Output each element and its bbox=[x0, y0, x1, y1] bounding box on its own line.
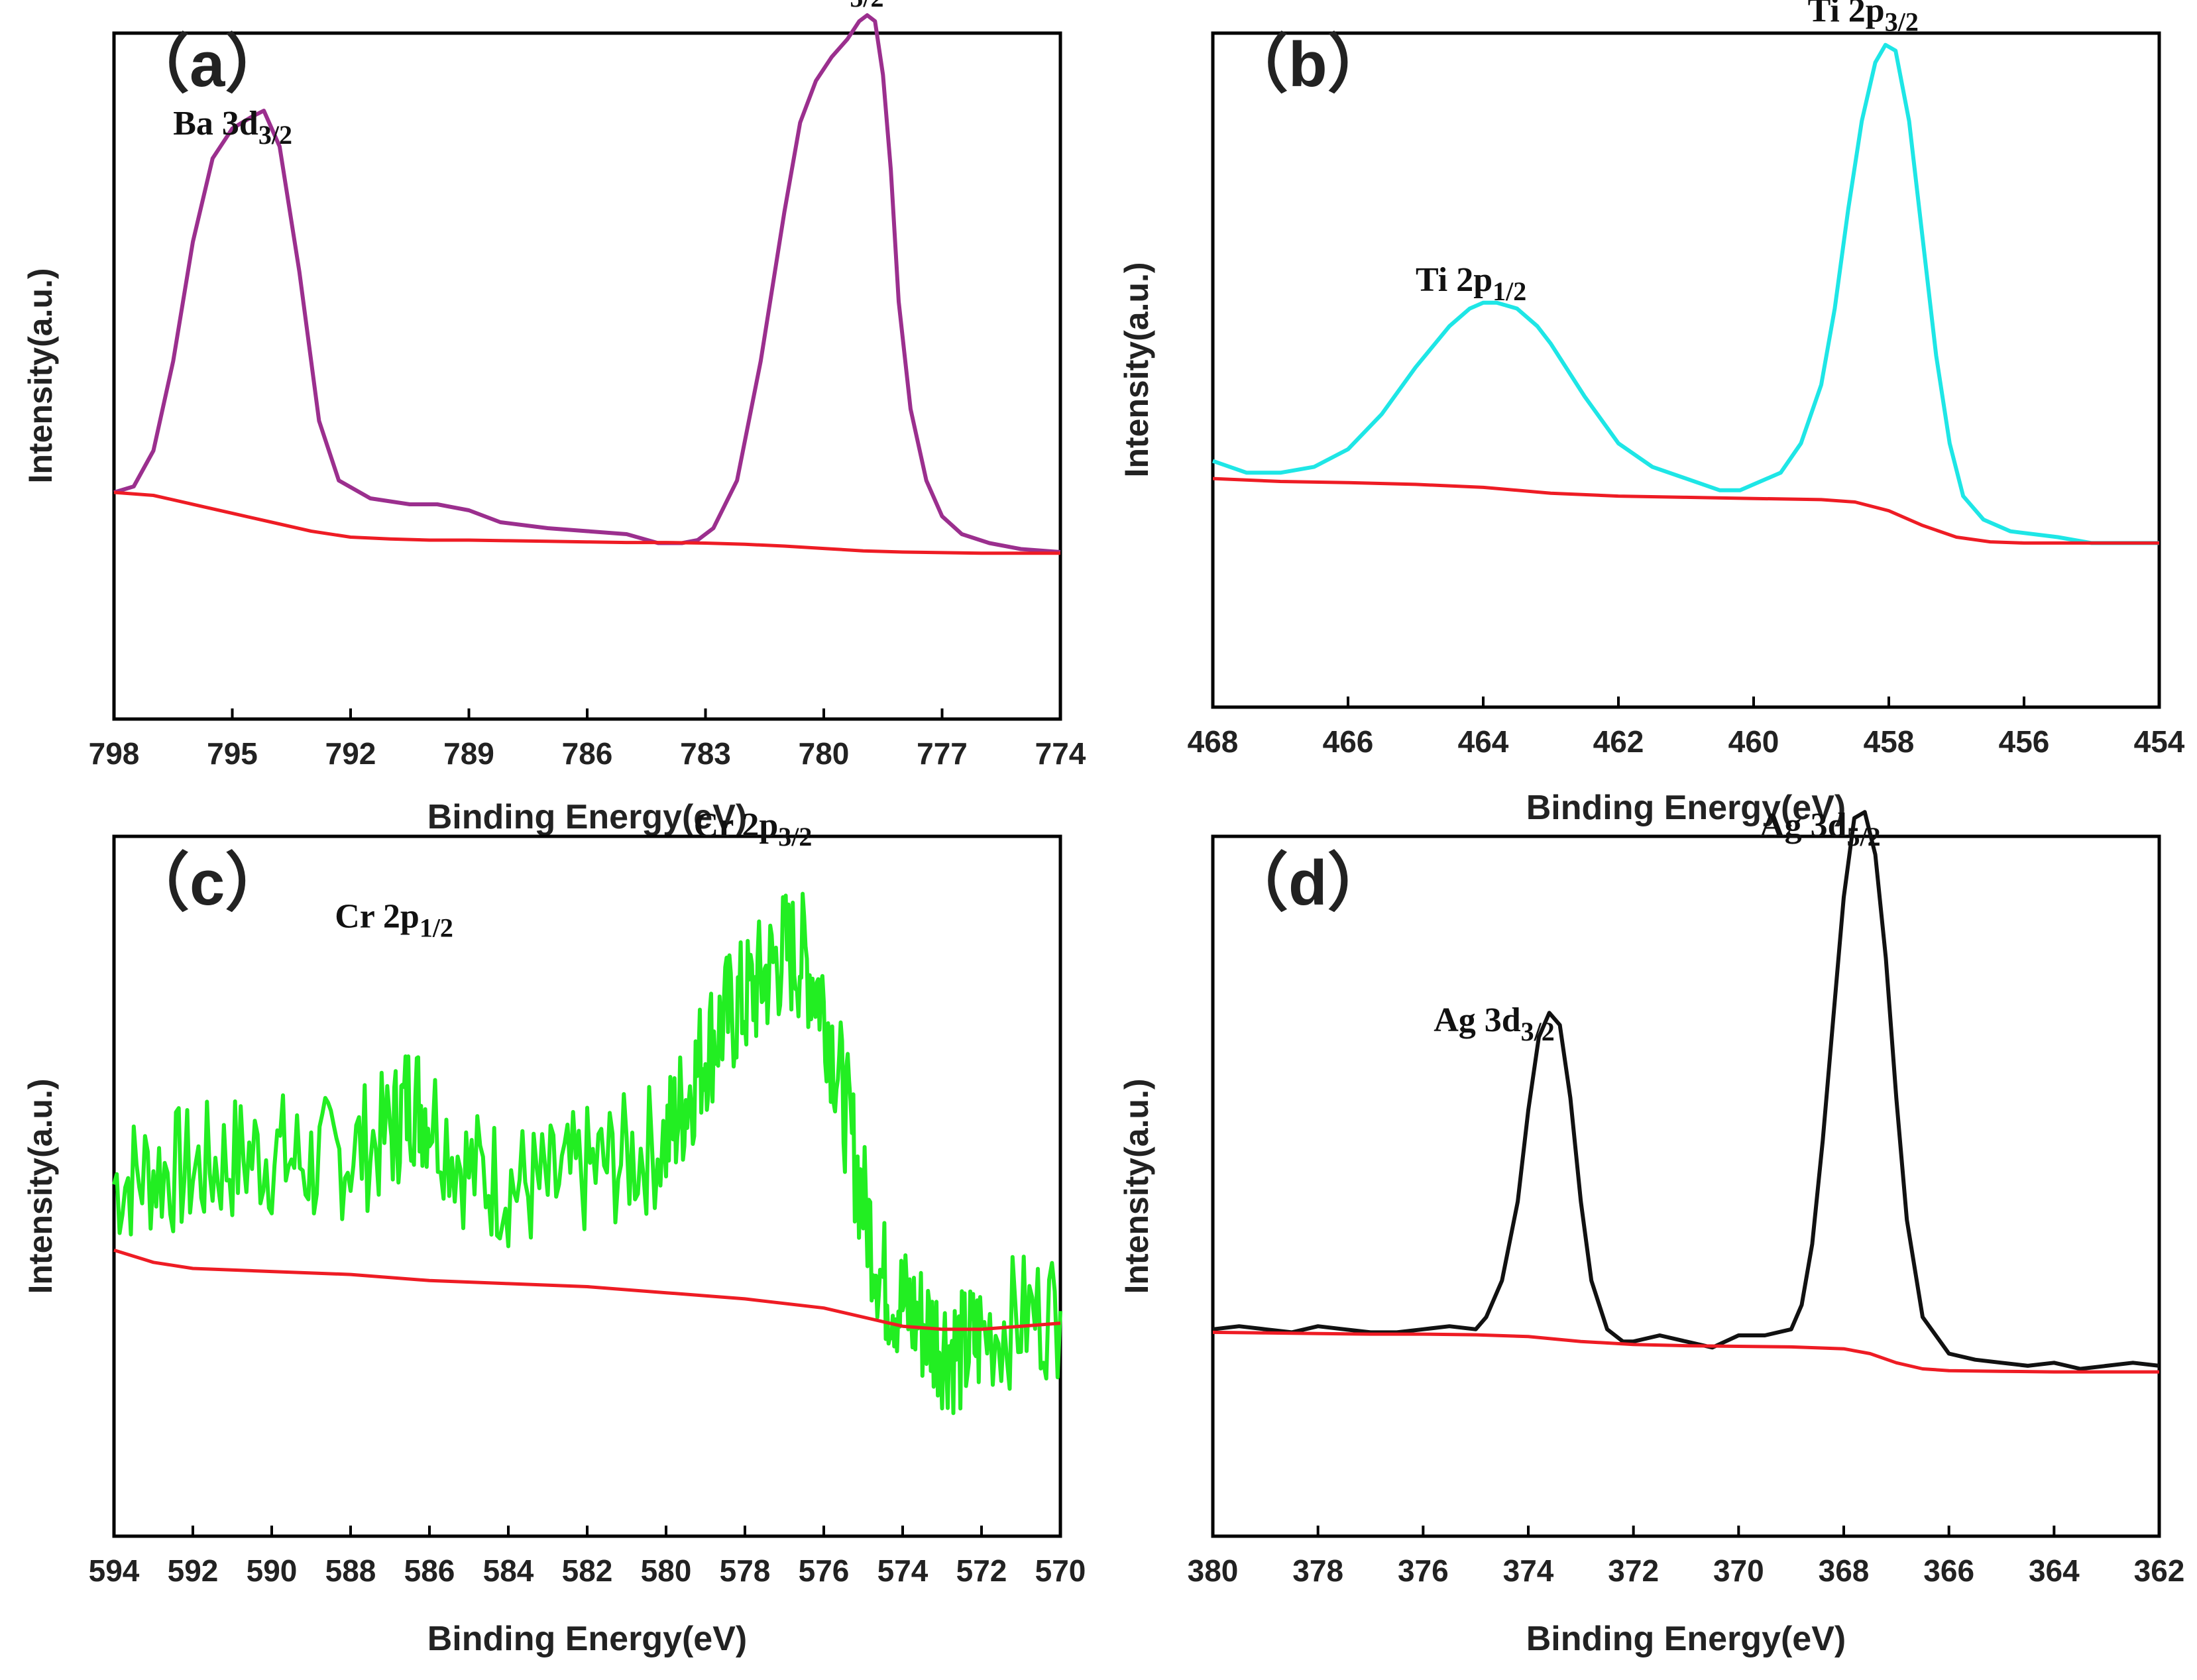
panel-c-xtick-label-7: 580 bbox=[641, 1553, 692, 1588]
panel-c-peak-label-0: Cr 2p1/2 bbox=[335, 898, 453, 943]
panel-d-xtick-label-4: 372 bbox=[1608, 1553, 1659, 1588]
panel-c-xtick-label-10: 574 bbox=[877, 1553, 929, 1588]
panel-a-peak-label-1-text: Ba 3d bbox=[765, 0, 850, 5]
panel-c-ylabel: Intensity(a.u.) bbox=[22, 1078, 59, 1294]
panel-c-peak-label-0-text: Cr 2p bbox=[335, 898, 420, 936]
panel-c-xtick-label-12: 570 bbox=[1035, 1553, 1086, 1588]
panel-a-xtick-label-3: 789 bbox=[443, 736, 494, 771]
panel-b-label: （b） bbox=[1225, 29, 1391, 100]
panel-a-peak-label-1: Ba 3d5/2 bbox=[765, 0, 884, 13]
panel-d-xtick-label-2: 376 bbox=[1398, 1553, 1449, 1588]
panel-b-xtick-label-1: 466 bbox=[1323, 724, 1374, 759]
panel-a-xtick-label-7: 777 bbox=[917, 736, 968, 771]
panel-d-ylabel: Intensity(a.u.) bbox=[1118, 1078, 1155, 1294]
panel-a-xtick-label-8: 774 bbox=[1035, 736, 1086, 771]
panel-b-xtick-label-0: 468 bbox=[1188, 724, 1239, 759]
panel-b-peak-label-1-text: Ti 2p bbox=[1808, 0, 1885, 29]
panel-a-xtick-label-5: 783 bbox=[680, 736, 731, 771]
panel-b-xtick-label-7: 454 bbox=[2134, 724, 2185, 759]
panel-a-xlabel: Binding Energy(eV) bbox=[427, 798, 747, 836]
panel-a-xtick-label-2: 792 bbox=[325, 736, 376, 771]
panel-c-peak-label-1: Cr 2p3/2 bbox=[694, 807, 813, 852]
panel-c-xtick-label-3: 588 bbox=[325, 1553, 376, 1588]
panel-a-peak-label-1-subscript: 5/2 bbox=[850, 0, 883, 13]
panel-b-peak-label-1: Ti 2p3/2 bbox=[1808, 0, 1919, 36]
panel-c: （c） Intensity(a.u.) Binding Energy(eV) 5… bbox=[22, 807, 1086, 1658]
panel-b-frame bbox=[1211, 31, 2161, 709]
panel-c-xtick-label-5: 584 bbox=[483, 1553, 534, 1588]
panel-d-xtick-label-8: 364 bbox=[2029, 1553, 2080, 1588]
panel-a: （a） Intensity(a.u.) Binding Energy(eV) 7… bbox=[22, 0, 1086, 836]
panel-c-xlabel: Binding Energy(eV) bbox=[427, 1620, 747, 1658]
panel-d-xlabel: Binding Energy(eV) bbox=[1526, 1620, 1846, 1658]
panel-d-xtick-label-7: 366 bbox=[1923, 1553, 1974, 1588]
panel-d-xtick-label-9: 362 bbox=[2134, 1553, 2185, 1588]
panel-c-peak-label-1-text: Cr 2p bbox=[694, 807, 779, 844]
panel-c-xtick-label-11: 572 bbox=[956, 1553, 1007, 1588]
panel-c-peak-label-0-subscript: 1/2 bbox=[420, 913, 453, 943]
panel-a-peak-label-0-text: Ba 3d bbox=[173, 105, 258, 142]
panel-d: （d） Intensity(a.u.) Binding Energy(eV) 3… bbox=[1118, 807, 2184, 1658]
panel-d-peak-label-1-subscript: 5/2 bbox=[1847, 822, 1881, 852]
panel-a-xtick-label-0: 798 bbox=[89, 736, 140, 771]
panel-d-xtick-label-6: 368 bbox=[1819, 1553, 1870, 1588]
panel-b-xtick-label-4: 460 bbox=[1728, 724, 1779, 759]
panel-b-xtick-label-2: 464 bbox=[1458, 724, 1509, 759]
panel-b-peak-label-0-text: Ti 2p bbox=[1416, 261, 1493, 299]
panel-c-xtick-label-1: 592 bbox=[168, 1553, 219, 1588]
panel-b-series-spectrum bbox=[1212, 42, 2159, 545]
panel-b-peak-label-0-subscript: 1/2 bbox=[1493, 276, 1526, 306]
panel-b-xtick-label-6: 456 bbox=[1999, 724, 2050, 759]
panel-a-xtick-label-1: 795 bbox=[207, 736, 258, 771]
panel-d-peak-label-1: Ag 3d5/2 bbox=[1760, 807, 1881, 852]
panel-c-peak-label-1-subscript: 3/2 bbox=[778, 822, 812, 852]
panel-a-peak-label-0: Ba 3d3/2 bbox=[173, 105, 292, 150]
panel-c-xtick-label-8: 578 bbox=[720, 1553, 771, 1588]
panel-a-ylabel: Intensity(a.u.) bbox=[22, 268, 59, 483]
panel-b-xtick-label-5: 458 bbox=[1864, 724, 1915, 759]
panel-b-ylabel: Intensity(a.u.) bbox=[1118, 262, 1155, 477]
panel-a-xtick-label-6: 780 bbox=[799, 736, 850, 771]
panel-b-peak-label-0: Ti 2p1/2 bbox=[1416, 261, 1526, 306]
panel-c-xtick-label-6: 582 bbox=[562, 1553, 613, 1588]
panel-a-xtick-label-4: 786 bbox=[562, 736, 613, 771]
panel-c-xtick-label-4: 586 bbox=[404, 1553, 455, 1588]
panel-d-peak-label-1-text: Ag 3d bbox=[1760, 807, 1847, 844]
panel-a-label: （a） bbox=[126, 29, 288, 100]
panel-d-xtick-label-3: 374 bbox=[1503, 1553, 1554, 1588]
panel-b-peak-label-1-subscript: 3/2 bbox=[1885, 7, 1919, 36]
panel-d-label: （d） bbox=[1225, 848, 1391, 919]
panel-d-series-spectrum bbox=[1212, 810, 2160, 1371]
panel-c-xtick-label-2: 590 bbox=[247, 1553, 298, 1588]
panel-b: （b） Intensity(a.u.) Binding Energy(eV) 4… bbox=[1118, 0, 2185, 827]
panel-d-frame bbox=[1211, 834, 2161, 1538]
panel-d-peak-label-0: Ag 3d3/2 bbox=[1434, 1001, 1555, 1046]
panel-c-series-spectrum bbox=[112, 891, 1062, 1416]
panel-a-series-background bbox=[113, 490, 1060, 555]
panel-c-xtick-label-0: 594 bbox=[89, 1553, 140, 1588]
panel-d-peak-label-0-subscript: 3/2 bbox=[1521, 1017, 1555, 1046]
panel-c-label: （c） bbox=[126, 848, 288, 919]
panel-c-series-background bbox=[113, 1249, 1061, 1331]
panel-d-xtick-label-0: 380 bbox=[1188, 1553, 1239, 1588]
panel-c-xtick-label-9: 576 bbox=[799, 1553, 850, 1588]
panel-b-xtick-label-3: 462 bbox=[1593, 724, 1644, 759]
panel-b-xlabel: Binding Energy(eV) bbox=[1526, 789, 1846, 827]
panel-d-peak-label-0-text: Ag 3d bbox=[1434, 1001, 1521, 1039]
panel-a-peak-label-0-subscript: 3/2 bbox=[258, 120, 292, 150]
panel-d-series-background bbox=[1212, 1330, 2159, 1374]
panel-d-xtick-label-1: 378 bbox=[1292, 1553, 1343, 1588]
panel-d-xtick-label-5: 370 bbox=[1713, 1553, 1764, 1588]
panel-b-series-background bbox=[1212, 476, 2159, 545]
